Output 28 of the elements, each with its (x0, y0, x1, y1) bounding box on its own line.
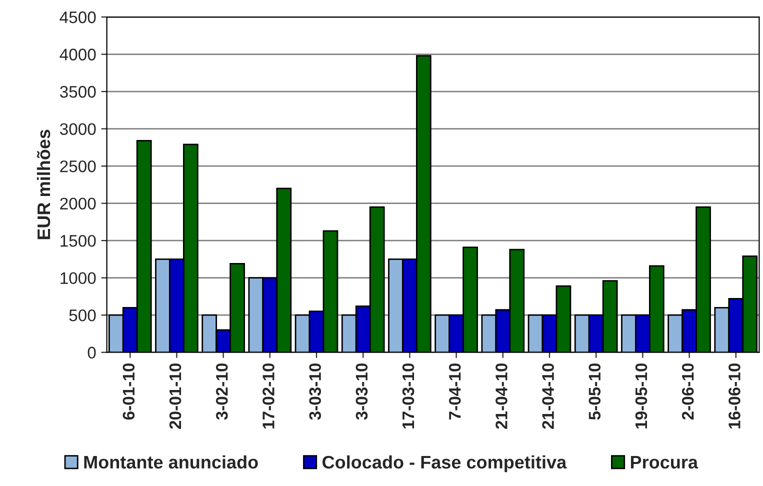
y-tick-label: 1500 (60, 234, 96, 247)
y-tick-label: 500 (69, 309, 96, 322)
x-tick-label: 3-02-10 (216, 363, 228, 420)
legend-label: Montante anunciado (84, 455, 258, 469)
legend-label: Procura (630, 456, 698, 469)
x-tick-label: 17-02-10 (262, 363, 274, 428)
y-tick-label: 4000 (60, 48, 96, 60)
x-tick-label: 3-03-10 (309, 363, 322, 420)
y-tick-label: 0 (88, 346, 96, 359)
x-tick-label: 2-06-10 (682, 363, 694, 420)
x-tick-label: 21-04-10 (496, 363, 508, 429)
y-axis-title: EUR milhões (36, 130, 50, 240)
x-tick-label: 20-01-10 (169, 363, 182, 429)
y-tick-label: 2500 (60, 160, 96, 172)
x-tick-label: 17-03-10 (402, 363, 414, 428)
legend-label: Colocado - Fase competitiva (322, 455, 567, 472)
x-tick-label: 21-04-10 (542, 363, 554, 429)
y-tick-label: 4500 (60, 11, 96, 24)
x-tick-label: 3-03-10 (356, 363, 368, 420)
y-tick-label: 3500 (60, 86, 96, 98)
x-tick-label: 7-04-10 (448, 363, 461, 420)
y-tick-label: 2000 (60, 198, 96, 210)
x-tick-label: 19-05-10 (635, 363, 648, 428)
y-tick-label: 3000 (60, 123, 96, 135)
x-tick-label: 5-05-10 (588, 363, 601, 420)
y-tick-label: 1000 (60, 272, 96, 284)
x-tick-label: 6-01-10 (122, 363, 135, 420)
x-tick-label: 16-06-10 (728, 363, 740, 428)
